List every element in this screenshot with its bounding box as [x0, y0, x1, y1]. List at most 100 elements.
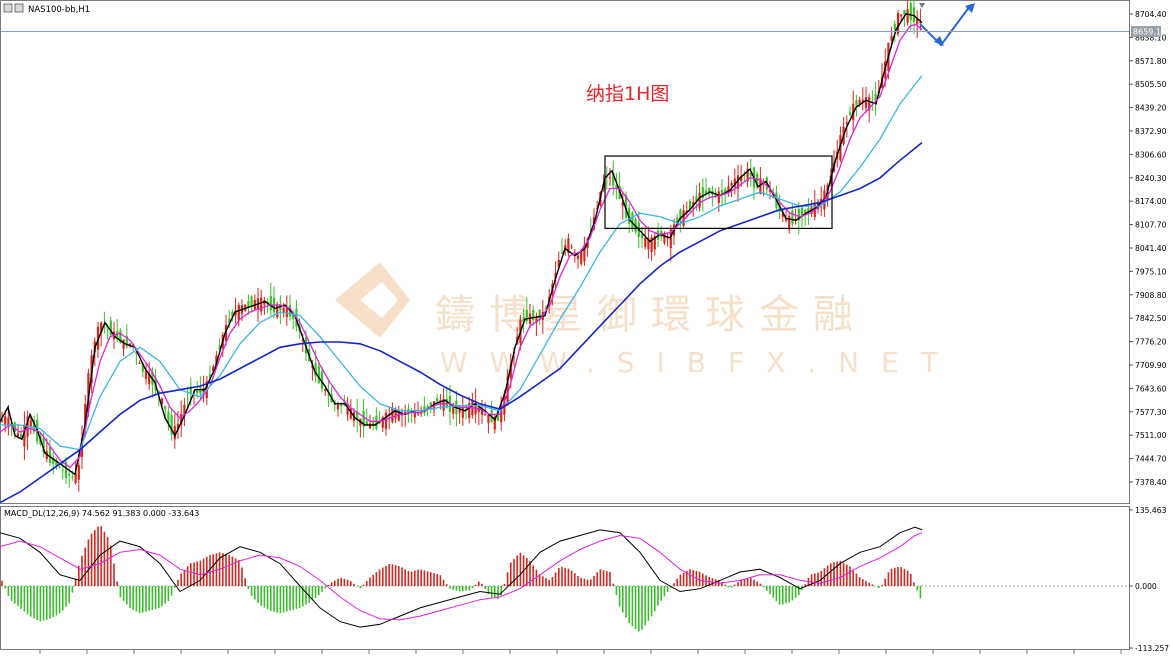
signal-line	[0, 532, 923, 621]
candle-body	[186, 399, 189, 401]
candle-body	[695, 196, 698, 202]
candle-body	[692, 201, 695, 206]
candle-body	[797, 208, 800, 221]
candle-body	[903, 10, 906, 15]
chart-type-icon[interactable]	[14, 3, 24, 13]
watermark-url: WWW.SIBFX.NET	[440, 346, 960, 379]
candle-body	[698, 192, 701, 208]
candle-body	[576, 255, 580, 259]
price-axis-tick-label: 7842.50	[1135, 314, 1167, 323]
candle-body	[375, 415, 378, 429]
candle-body	[580, 249, 583, 264]
candle-body	[916, 18, 919, 24]
symbol-header: NAS100-bb,H1	[3, 3, 90, 15]
price-axis-tick-label: 8041.40	[1135, 244, 1167, 253]
candle-body	[362, 410, 365, 428]
candle-body	[756, 173, 759, 188]
candle-body	[560, 252, 564, 254]
candle-body	[394, 409, 397, 419]
candle-body	[144, 370, 148, 379]
candle-body	[544, 307, 548, 309]
candle-body	[701, 187, 704, 199]
candle-body	[724, 189, 727, 193]
window-menu-icon[interactable]	[3, 3, 13, 13]
forecast-arrow-head-icon	[965, 3, 975, 13]
slow-ma-line	[0, 141, 923, 504]
candle-body	[429, 402, 432, 408]
candle-body	[100, 322, 103, 333]
candle-body	[231, 311, 234, 317]
candle-body	[247, 300, 250, 308]
candle-body	[682, 210, 685, 226]
candle-body	[84, 403, 87, 430]
candle-body	[788, 216, 791, 230]
candle-body	[327, 394, 330, 396]
watermark-title: 鑄博星御環球金融	[435, 292, 867, 338]
candle-body	[570, 246, 573, 248]
candle-body	[717, 191, 720, 203]
price-axis-tick-label: 8174.00	[1135, 197, 1167, 206]
candle-body	[55, 459, 58, 467]
candle-body	[676, 217, 679, 223]
candle-body	[804, 209, 807, 214]
candle-body	[874, 93, 877, 104]
candle-body	[314, 363, 317, 377]
symbol-label: NAS100-bb,H1	[28, 5, 90, 15]
candle-body	[349, 408, 352, 419]
candle-body	[861, 99, 864, 102]
candle-body	[685, 210, 688, 213]
candle-body	[778, 204, 781, 212]
consolidation-box	[604, 155, 833, 229]
candle-body	[535, 316, 538, 323]
candle-body	[276, 304, 279, 318]
candle-body	[506, 376, 509, 406]
candle-body	[509, 363, 512, 379]
candle-body	[180, 414, 183, 425]
candle-body	[624, 195, 628, 219]
price-axis-tick-label: 7643.60	[1135, 384, 1167, 393]
price-axis-tick-label: 8240.30	[1135, 174, 1167, 183]
candle-body	[250, 296, 253, 307]
forecast-arrow-head-icon	[934, 36, 944, 46]
candle-body	[61, 470, 64, 472]
candle-body	[228, 318, 231, 323]
candle-body	[20, 434, 23, 438]
candle-body	[525, 309, 528, 321]
candle-body	[128, 343, 132, 345]
price-axis-tick-label: 7709.90	[1135, 361, 1167, 370]
candle-body	[704, 190, 708, 195]
candle-body	[74, 472, 77, 483]
candle-body	[391, 407, 394, 423]
candle-body	[16, 433, 20, 437]
candle-body	[733, 178, 736, 187]
candle-body	[743, 174, 746, 176]
candle-body	[868, 97, 871, 111]
candle-body	[32, 419, 36, 432]
fast-ma-line	[0, 13, 923, 476]
price-axis-tick-label: 8638.10	[1135, 33, 1167, 42]
candle-body	[650, 237, 653, 252]
candle-body	[384, 412, 388, 429]
candle-body	[212, 366, 215, 372]
macd-line	[0, 526, 923, 628]
price-axis-tick-label: 7577.30	[1135, 408, 1167, 417]
candle-body	[768, 189, 772, 192]
candle-body	[58, 466, 61, 468]
candle-body	[77, 464, 80, 480]
candle-body	[340, 405, 343, 407]
candle-body	[644, 238, 647, 247]
candle-body	[439, 400, 442, 402]
candle-body	[13, 422, 16, 432]
price-axis-tick-label: 7975.10	[1135, 267, 1167, 276]
candle-body	[730, 183, 733, 186]
candle-body	[224, 324, 228, 342]
candle-body	[119, 330, 122, 344]
candle-body	[557, 259, 560, 268]
candle-body	[484, 414, 487, 416]
candle-body	[653, 236, 656, 250]
candle-body	[320, 371, 324, 389]
candle-body	[176, 423, 180, 430]
candle-body	[234, 310, 237, 316]
candle-body	[500, 404, 503, 423]
